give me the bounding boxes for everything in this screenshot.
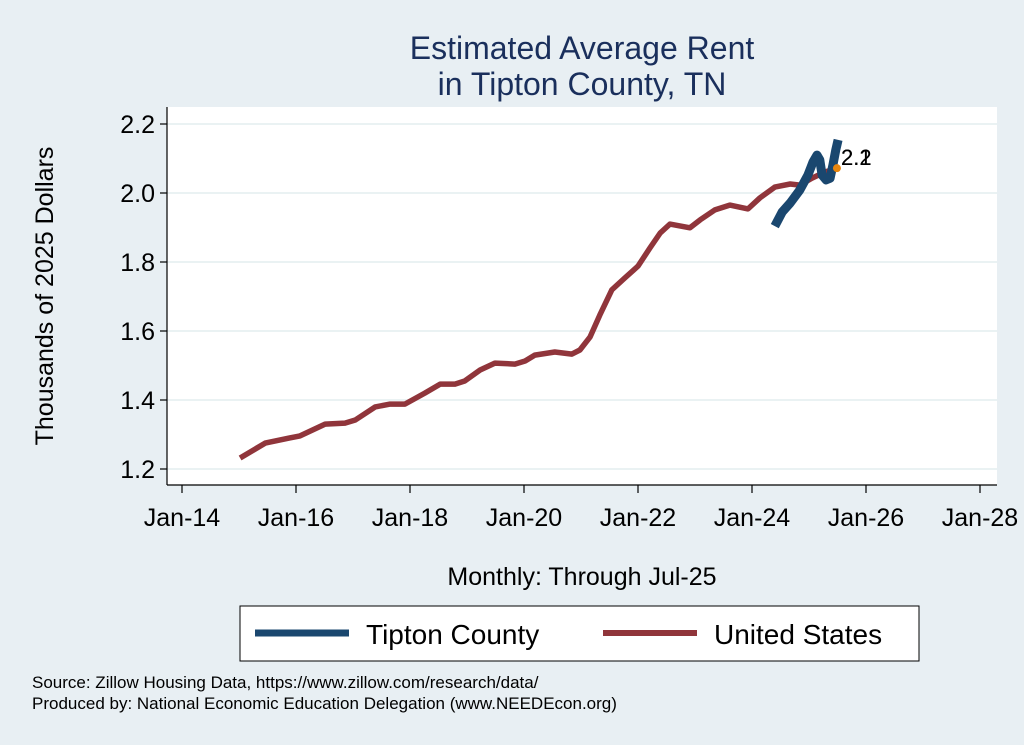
x-tick-label: Jan-18	[372, 504, 448, 532]
x-ticks: Jan-14 Jan-16 Jan-18 Jan-20 Jan-22 Jan-24 Jan-…	[144, 485, 1018, 532]
series-line-tipton-county	[770, 138, 843, 229]
legend-label-tipton-county: Tipton County	[366, 619, 539, 650]
series-group: 2.12.2	[238, 138, 872, 461]
x-tick-label: Jan-28	[942, 504, 1018, 532]
gridlines	[167, 123, 997, 470]
legend: Tipton County United States	[239, 605, 920, 662]
y-tick-label: 1.6	[120, 318, 155, 346]
y-tick-label: 1.2	[120, 456, 155, 484]
end-label-united-states: 2.2	[841, 145, 872, 170]
y-axis-title: Thousands of 2025 Dollars	[31, 147, 59, 446]
axes	[166, 107, 997, 486]
source-note: Source: Zillow Housing Data, https://www…	[32, 673, 539, 692]
y-ticks: 1.2 1.4 1.6 1.8 2.0 2.2	[120, 111, 167, 484]
chart-title-line-2: in Tipton County, TN	[438, 66, 727, 102]
end-label-tipton-county: 2.1	[841, 145, 872, 170]
x-tick-label: Jan-22	[600, 504, 676, 532]
y-tick-label: 1.4	[120, 387, 155, 415]
chart-title-line-1: Estimated Average Rent	[410, 30, 755, 66]
legend-label-united-states: United States	[714, 619, 882, 650]
x-tick-label: Jan-24	[714, 504, 791, 532]
x-tick-label: Jan-14	[144, 504, 221, 532]
y-tick-label: 2.0	[120, 180, 155, 208]
y-tick-label: 2.2	[120, 111, 155, 139]
legend-box	[239, 605, 920, 662]
end-marker-united-states	[832, 164, 841, 173]
produced-by-note: Produced by: National Economic Education…	[32, 694, 617, 713]
x-tick-label: Jan-20	[486, 504, 562, 532]
x-tick-label: Jan-16	[258, 504, 334, 532]
plot-area	[167, 107, 997, 485]
series-line-united-states	[238, 165, 838, 461]
x-tick-label: Jan-26	[828, 504, 904, 532]
y-tick-label: 1.8	[120, 249, 155, 277]
x-axis-title: Monthly: Through Jul-25	[447, 563, 716, 591]
